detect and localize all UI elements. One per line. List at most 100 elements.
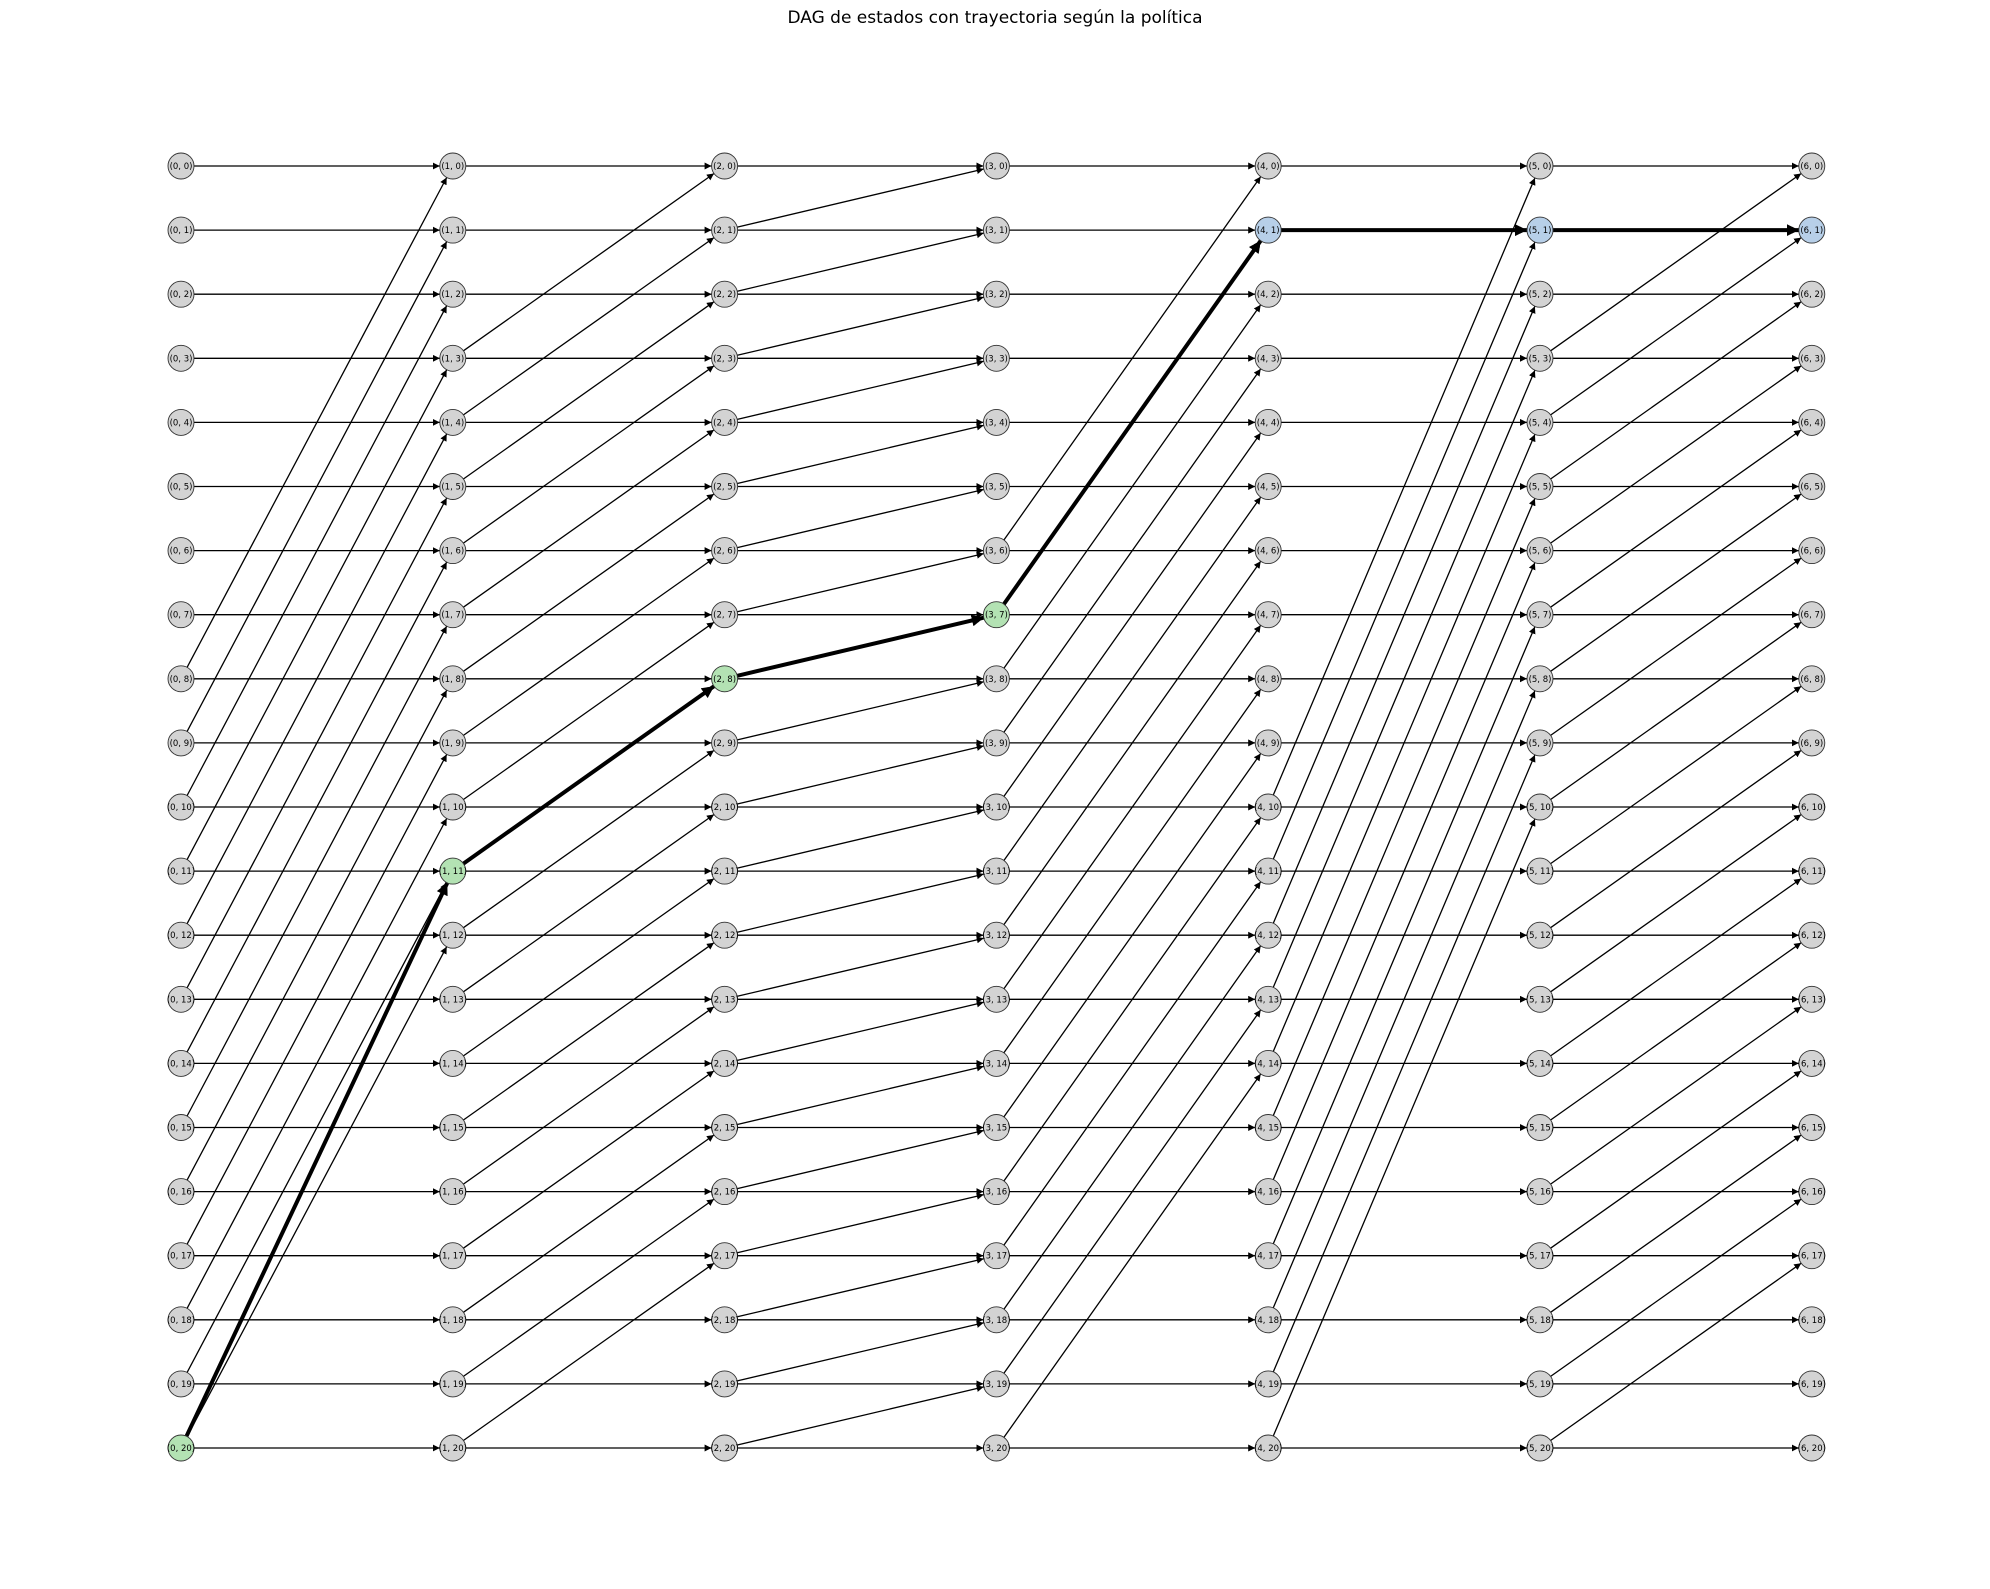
state-node-circle [1798, 152, 1826, 180]
state-node-circle [1798, 1242, 1826, 1270]
state-node-circle [982, 601, 1010, 629]
state-node-label: (4, 16) [1254, 1188, 1282, 1198]
state-node-circle [439, 152, 467, 180]
state-node-label: (6, 20) [1798, 1444, 1826, 1454]
transition-edge [463, 813, 715, 993]
state-node-label: (5, 11) [1526, 867, 1554, 877]
transition-edge [1003, 689, 1262, 1054]
state-node: (0, 11) [167, 857, 195, 885]
state-node-circle [711, 280, 739, 308]
transition-edge [463, 172, 715, 352]
transition-edge [1272, 241, 1536, 860]
state-node-circle [711, 793, 739, 821]
state-node-circle [1526, 601, 1554, 629]
state-node-label: (6, 6) [1800, 547, 1823, 557]
state-node-label: (4, 0) [1257, 162, 1280, 172]
transition-edge [463, 1134, 715, 1313]
state-node-circle [711, 921, 739, 949]
transition-edge [737, 1385, 984, 1446]
state-node: (2, 7) [711, 601, 739, 629]
state-node: (4, 4) [1254, 408, 1282, 436]
state-node: (1, 11) [439, 857, 467, 885]
state-node-circle [711, 1306, 739, 1334]
transition-edge [1003, 432, 1262, 797]
state-node-label: (2, 19) [710, 1380, 738, 1390]
state-node-label: (2, 1) [713, 226, 736, 236]
state-node: (6, 2) [1798, 280, 1826, 308]
state-node-label: (0, 19) [167, 1380, 195, 1390]
transition-edge [1550, 1134, 1802, 1313]
state-node-label: (5, 19) [1526, 1380, 1554, 1390]
transition-edge [1003, 304, 1262, 669]
state-node-circle [1526, 216, 1554, 244]
transition-edge [186, 433, 448, 925]
state-node: (3, 11) [982, 857, 1011, 885]
state-node-label: (5, 4) [1529, 418, 1552, 428]
state-node-circle [167, 857, 195, 885]
state-node: (4, 9) [1254, 729, 1282, 757]
state-node-label: (0, 7) [170, 611, 193, 621]
state-node-label: (2, 11) [710, 867, 738, 877]
state-node-circle [1254, 793, 1282, 821]
state-node: (1, 15) [439, 1114, 467, 1141]
state-node-circle [982, 793, 1010, 821]
transition-edge [1550, 749, 1802, 929]
state-node-circle [1798, 1370, 1826, 1398]
state-node-circle [439, 1049, 467, 1077]
state-node-label: (3, 1) [985, 226, 1008, 236]
state-node: (5, 11) [1526, 857, 1554, 885]
state-node: (3, 5) [982, 473, 1010, 500]
transition-edge [1550, 621, 1802, 801]
state-node-circle [1254, 921, 1282, 949]
state-node-circle [439, 1178, 467, 1206]
state-node: (3, 14) [982, 1049, 1011, 1077]
state-node-label: (3, 0) [985, 162, 1008, 172]
state-node: (2, 8) [711, 665, 739, 693]
state-node: (5, 3) [1526, 344, 1554, 372]
state-node-circle [982, 857, 1010, 885]
state-node: (0, 8) [167, 665, 195, 693]
state-node: (3, 12) [982, 921, 1011, 949]
state-node: (6, 1) [1798, 216, 1826, 244]
state-node: (2, 10) [710, 793, 739, 821]
state-node-circle [1526, 1434, 1554, 1462]
state-node: (2, 11) [710, 857, 739, 885]
state-node-label: (5, 10) [1526, 803, 1554, 813]
state-node: (2, 2) [711, 280, 739, 308]
state-node: (0, 12) [167, 921, 195, 949]
state-node: (6, 14) [1798, 1049, 1826, 1077]
state-node-circle [982, 408, 1010, 436]
state-node-label: (0, 2) [170, 290, 193, 300]
state-node-circle [1254, 1434, 1282, 1462]
state-node-circle [1798, 280, 1826, 308]
state-node-label: (0, 16) [167, 1188, 195, 1198]
state-node-label: (2, 12) [710, 931, 738, 941]
state-node-label: (0, 0) [170, 162, 193, 172]
transition-edge [1550, 685, 1802, 865]
policy-edge [736, 614, 985, 678]
state-node: (1, 1) [439, 216, 467, 244]
state-node: (2, 15) [710, 1114, 739, 1141]
state-node: (0, 3) [167, 344, 195, 372]
state-node-circle [982, 1370, 1010, 1398]
state-node: (4, 10) [1254, 793, 1282, 821]
transition-edge [737, 551, 984, 613]
state-node-circle [982, 1049, 1010, 1077]
state-node-label: (4, 4) [1257, 418, 1280, 428]
state-node: (4, 14) [1254, 1049, 1282, 1077]
state-node-circle [711, 729, 739, 757]
state-node: (6, 4) [1798, 408, 1826, 436]
transition-edge [1003, 1073, 1262, 1438]
state-node: (2, 18) [710, 1306, 739, 1334]
state-node-label: (4, 5) [1257, 483, 1280, 493]
transition-edge [186, 305, 448, 796]
state-node: (4, 18) [1254, 1306, 1282, 1334]
state-node-label: (6, 8) [1800, 675, 1823, 685]
state-node-label: (5, 8) [1529, 675, 1552, 685]
state-node-circle [439, 921, 467, 949]
state-node-circle [1798, 1049, 1826, 1077]
state-node-circle [439, 1306, 467, 1334]
state-node: (5, 2) [1526, 280, 1554, 308]
state-node-label: (6, 18) [1798, 1316, 1826, 1326]
state-node-circle [1798, 985, 1826, 1013]
